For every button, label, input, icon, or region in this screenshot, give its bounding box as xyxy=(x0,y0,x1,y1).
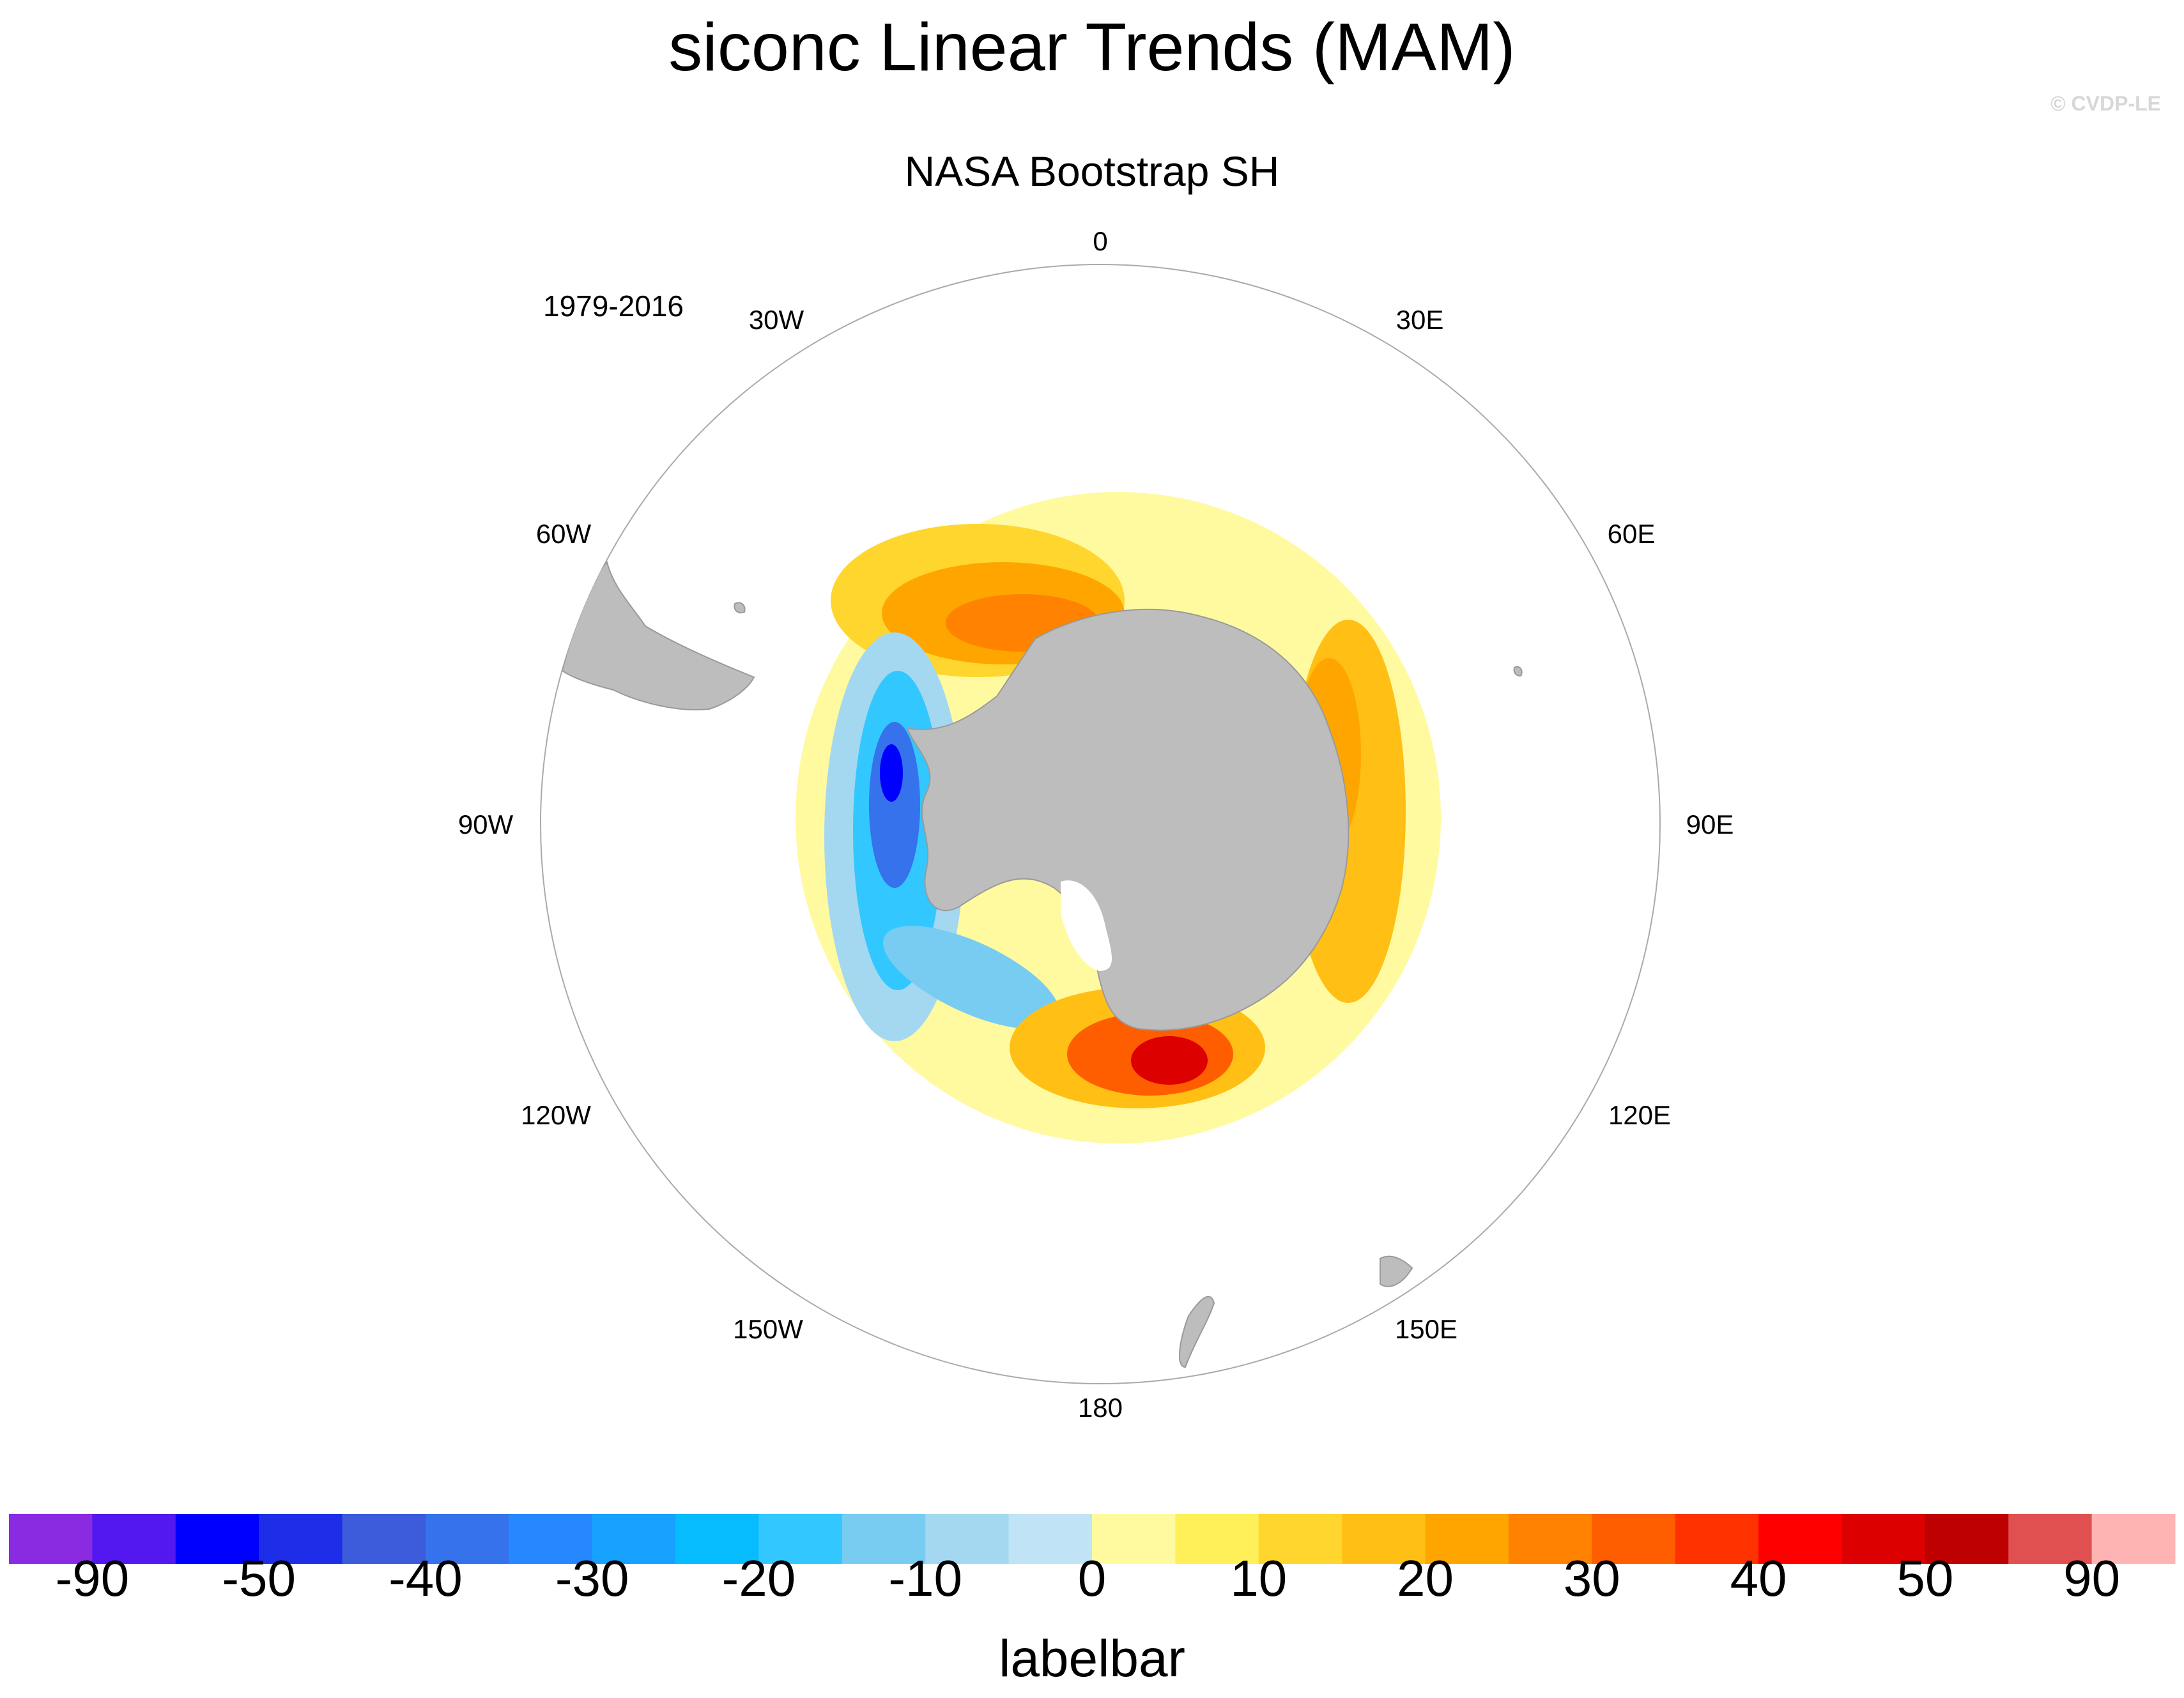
lon-label-30w: 30W xyxy=(749,305,804,335)
lon-label-120e: 120E xyxy=(1608,1100,1671,1130)
colorbar-swatch xyxy=(1508,1514,1592,1564)
colorbar-swatch xyxy=(1758,1514,1842,1564)
lon-label-150e: 150E xyxy=(1395,1314,1457,1344)
colorbar-tick-label: -40 xyxy=(388,1550,463,1607)
colorbar-swatch xyxy=(509,1514,593,1564)
colorbar-swatch xyxy=(2008,1514,2093,1564)
lon-label-90w: 90W xyxy=(458,809,514,839)
colorbar-tick-label: -30 xyxy=(555,1550,629,1607)
colorbar-swatch xyxy=(758,1514,843,1564)
colorbar-swatch xyxy=(259,1514,343,1564)
colorbar-swatch xyxy=(1842,1514,1926,1564)
dataset-subtitle: NASA Bootstrap SH xyxy=(904,148,1280,195)
colorbar-swatch xyxy=(1175,1514,1259,1564)
colorbar-swatch xyxy=(9,1514,93,1564)
colorbar-swatch xyxy=(1425,1514,1509,1564)
lon-label-150w: 150W xyxy=(733,1314,803,1344)
colorbar-swatch xyxy=(92,1514,176,1564)
colorbar-label: labelbar xyxy=(999,1630,1185,1688)
new-zealand-land xyxy=(1178,1296,1215,1368)
south-america-land xyxy=(561,561,755,710)
colorbar-tick-label: -20 xyxy=(721,1550,796,1607)
colorbar-tick-label: -10 xyxy=(888,1550,963,1607)
colorbar-tick-label: 20 xyxy=(1397,1550,1454,1607)
falklands-land xyxy=(734,602,746,614)
kerguelen-land xyxy=(1513,666,1523,677)
colorbar-swatch xyxy=(1092,1514,1176,1564)
colorbar-swatch xyxy=(592,1514,676,1564)
colorbar-swatch xyxy=(1008,1514,1093,1564)
colorbar-tick-label: -50 xyxy=(222,1550,296,1607)
colorbar-tick-label: -90 xyxy=(55,1550,130,1607)
lon-label-60e: 60E xyxy=(1608,519,1656,549)
colorbar-swatch xyxy=(1925,1514,2009,1564)
plot-title: siconc Linear Trends (MAM) xyxy=(668,10,1516,85)
lon-label-60w: 60W xyxy=(536,519,592,549)
lon-label-180: 180 xyxy=(1078,1393,1123,1423)
colorbar-tick-label: 40 xyxy=(1730,1550,1787,1607)
colorbar-tick-label: 90 xyxy=(2063,1550,2121,1607)
lon-label-30e: 30E xyxy=(1396,305,1444,335)
colorbar-tick-label: 10 xyxy=(1230,1550,1288,1607)
lon-label-120w: 120W xyxy=(521,1100,591,1130)
colorbar-swatch xyxy=(1342,1514,1426,1564)
tasmania-land xyxy=(1380,1255,1413,1287)
colorbar-swatch xyxy=(842,1514,926,1564)
lon-label-90e: 90E xyxy=(1686,809,1734,839)
colorbar-swatch xyxy=(175,1514,259,1564)
colorbar-tick-label: 30 xyxy=(1563,1550,1620,1607)
antarctica-land xyxy=(906,608,1350,1031)
amundsen-trend xyxy=(883,926,1059,1029)
colorbar-swatch xyxy=(342,1514,426,1564)
colorbar-tick-label: 50 xyxy=(1896,1550,1954,1607)
credit-watermark: © CVDP-LE xyxy=(2050,92,2161,115)
colorbar-swatch xyxy=(1592,1514,1676,1564)
colorbar-swatch xyxy=(675,1514,759,1564)
ross-max xyxy=(1131,1036,1208,1085)
period-label: 1979-2016 xyxy=(543,289,684,323)
colorbar-swatch xyxy=(1258,1514,1342,1564)
lon-label-0: 0 xyxy=(1093,226,1107,256)
colorbar-tick-label: 0 xyxy=(1077,1550,1107,1607)
colorbar xyxy=(9,1514,2176,1564)
polar-map: 0 30E 60E 90E 120E 150E 180 150W 120W 90… xyxy=(458,226,1734,1423)
colorbar-swatch xyxy=(925,1514,1010,1564)
ross-ice-shelf xyxy=(1061,880,1112,971)
colorbar-swatch xyxy=(1675,1514,1759,1564)
bellingshausen-peak xyxy=(880,744,903,802)
colorbar-swatch xyxy=(425,1514,509,1564)
colorbar-swatch xyxy=(2091,1514,2176,1564)
